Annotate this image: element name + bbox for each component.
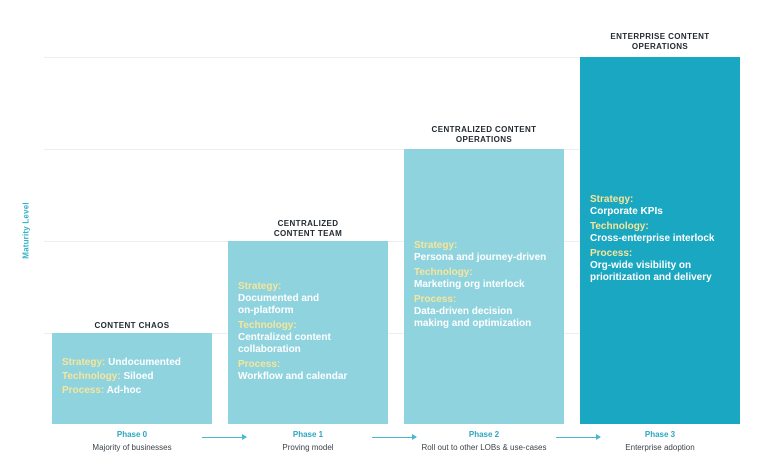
stage-1-strategy-value-2: on-platform	[238, 305, 294, 316]
stage-3-title-line-1: ENTERPRISE CONTENT	[610, 32, 710, 41]
stage-3-title: ENTERPRISE CONTENT OPERATIONS	[580, 32, 740, 52]
phase-1-label: Phase 1	[292, 430, 324, 439]
stage-1-title-line-1: CENTRALIZED	[277, 219, 339, 228]
stage-0-technology: Technology: Siloed	[62, 371, 202, 383]
stage-1-technology-value-1: Centralized content	[238, 332, 331, 343]
stage-3-process-value-1: Org-wide visibility on	[590, 260, 692, 271]
gridline-level-2	[44, 241, 740, 242]
stage-0-technology-label: Technology:	[62, 371, 121, 382]
stage-1-title: CENTRALIZED CONTENT TEAM	[228, 219, 388, 239]
stage-3-technology-value-1: Cross-enterprise interlock	[590, 233, 715, 244]
gridline-level-3	[44, 149, 740, 150]
stage-0-strategy-label: Strategy:	[62, 357, 106, 368]
stage-2-title: CENTRALIZED CONTENT OPERATIONS	[404, 125, 564, 145]
stage-0-block: Strategy: Undocumented Technology: Siloe…	[52, 333, 212, 424]
phase-0-description: Majority of businesses	[92, 443, 172, 452]
phase-0-label: Phase 0	[116, 430, 148, 439]
stage-0-process-value: Ad-hoc	[106, 385, 142, 396]
y-axis-label: Maturity Level	[21, 202, 31, 259]
phase-2-description: Roll out to other LOBs & use-cases	[421, 443, 547, 452]
stage-2-title-line-2: OPERATIONS	[455, 135, 513, 144]
stage-3-strategy-label: Strategy:	[590, 194, 634, 205]
stage-2-technology-value-1: Marketing org interlock	[414, 279, 525, 290]
stage-2-technology-label: Technology:	[414, 267, 473, 278]
phase-3-description: Enterprise adoption	[625, 443, 695, 452]
stage-2-process-label: Process:	[414, 294, 457, 305]
stage-2-block: Strategy: Persona and journey-driven Tec…	[404, 149, 564, 424]
stage-2-title-line-1: CENTRALIZED CONTENT	[431, 125, 537, 134]
stage-1-process-value-1: Workflow and calendar	[238, 371, 348, 382]
gridline-level-4	[44, 57, 740, 58]
stage-3-title-line-2: OPERATIONS	[631, 42, 689, 51]
stage-1-technology-label: Technology:	[238, 320, 297, 331]
stage-1-technology-value-2: collaboration	[238, 344, 301, 355]
arrow-phase-2-to-3	[556, 434, 601, 440]
stage-0-process: Process: Ad-hoc	[62, 385, 202, 397]
stage-1-block: Strategy: Documented and on-platform Tec…	[228, 241, 388, 424]
arrow-phase-0-to-1	[202, 434, 247, 440]
phase-1-description: Proving model	[282, 443, 334, 452]
stage-2-process-value-2: making and optimization	[414, 318, 532, 329]
stage-3-process-value-2: prioritization and delivery	[590, 272, 712, 283]
stage-0-strategy-value: Undocumented	[108, 357, 181, 368]
stage-0-strategy: Strategy: Undocumented	[62, 357, 202, 369]
stage-0-technology-value: Siloed	[123, 371, 154, 382]
stage-3-technology-label: Technology:	[590, 221, 649, 232]
stage-1-title-line-2: CONTENT TEAM	[273, 229, 343, 238]
stage-1-strategy-value-1: Documented and	[238, 293, 320, 304]
gridline-level-1	[44, 333, 740, 334]
stage-1-strategy-label: Strategy:	[238, 281, 282, 292]
stage-3-process-label: Process:	[590, 248, 633, 259]
stage-2-process-value-1: Data-driven decision	[414, 306, 513, 317]
stage-2-strategy-value-1: Persona and journey-driven	[414, 252, 547, 263]
stage-2-strategy-label: Strategy:	[414, 240, 458, 251]
stage-0-title-line-1: CONTENT CHAOS	[94, 321, 170, 330]
arrow-phase-1-to-2	[372, 434, 417, 440]
stage-0-process-label: Process:	[62, 385, 105, 396]
stage-3-block: Strategy: Corporate KPIs Technology: Cro…	[580, 57, 740, 424]
stage-0-title: CONTENT CHAOS	[52, 321, 212, 331]
stage-3-strategy-value-1: Corporate KPIs	[590, 206, 663, 217]
phase-3-label: Phase 3	[644, 430, 676, 439]
phase-2-label: Phase 2	[468, 430, 500, 439]
stage-1-process-label: Process:	[238, 359, 281, 370]
